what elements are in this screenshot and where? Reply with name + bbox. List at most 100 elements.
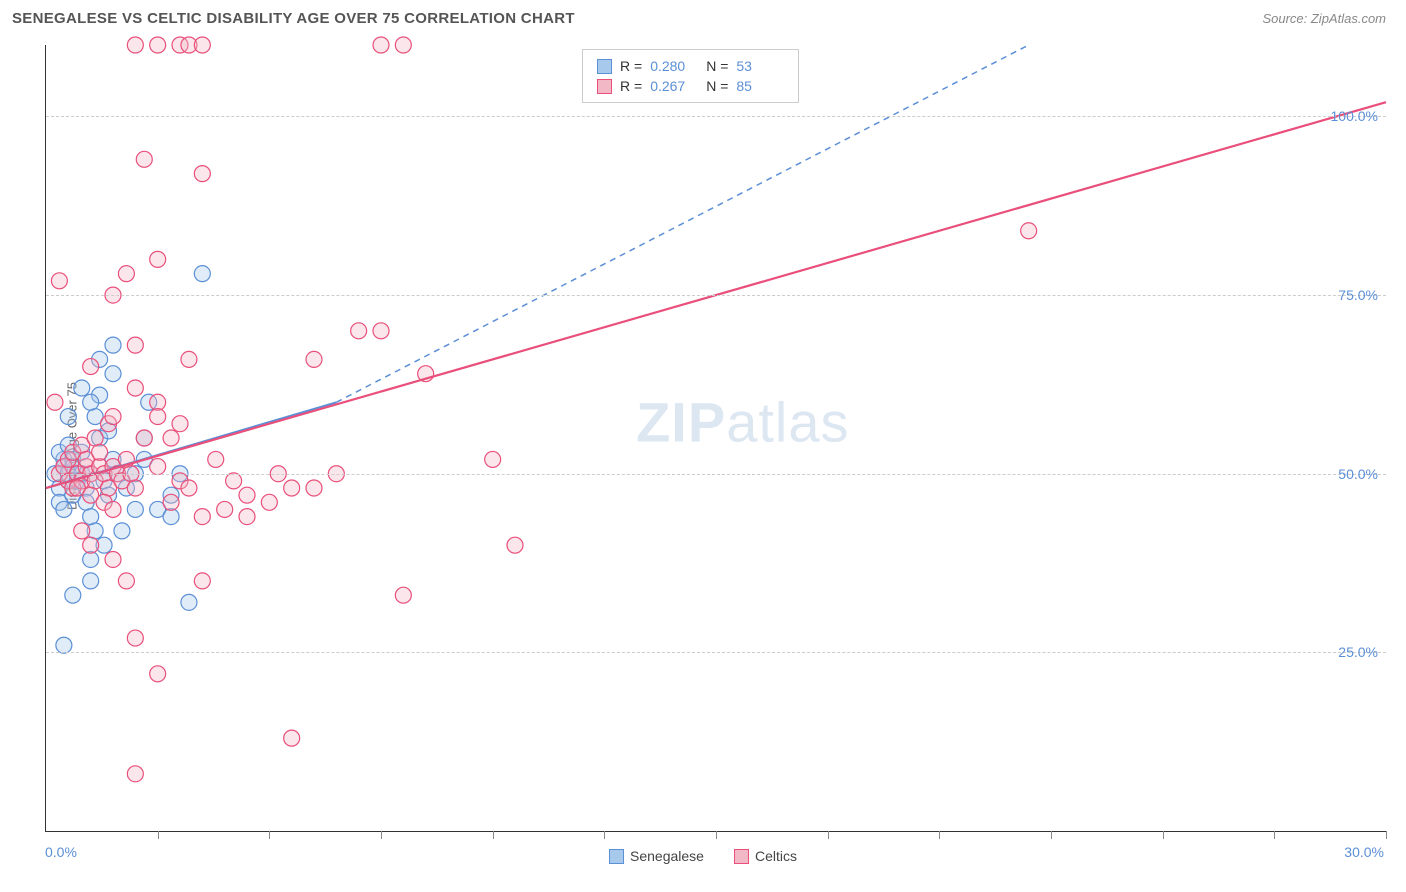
data-point xyxy=(163,494,179,510)
data-point xyxy=(1021,223,1037,239)
x-tick xyxy=(604,831,605,839)
data-point xyxy=(83,573,99,589)
gridline xyxy=(46,652,1386,653)
legend-bottom: Senegalese Celtics xyxy=(609,848,797,864)
header: SENEGALESE VS CELTIC DISABILITY AGE OVER… xyxy=(0,0,1406,35)
data-point xyxy=(395,37,411,53)
swatch-icon xyxy=(609,849,624,864)
data-point xyxy=(163,509,179,525)
r-label: R = xyxy=(620,58,642,74)
n-value: 53 xyxy=(736,58,784,74)
data-point xyxy=(83,509,99,525)
data-point xyxy=(208,451,224,467)
r-value: 0.267 xyxy=(650,78,698,94)
swatch-icon xyxy=(597,59,612,74)
data-point xyxy=(181,594,197,610)
data-point xyxy=(136,151,152,167)
data-point xyxy=(127,480,143,496)
data-point xyxy=(92,444,108,460)
data-point xyxy=(105,409,121,425)
data-point xyxy=(105,337,121,353)
data-point xyxy=(150,37,166,53)
data-point xyxy=(351,323,367,339)
data-point xyxy=(83,551,99,567)
data-point xyxy=(127,630,143,646)
data-point xyxy=(239,509,255,525)
data-point xyxy=(395,587,411,603)
data-point xyxy=(105,501,121,517)
gridline xyxy=(46,474,1386,475)
x-tick xyxy=(1163,831,1164,839)
data-point xyxy=(181,351,197,367)
x-tick xyxy=(269,831,270,839)
data-point xyxy=(51,273,67,289)
data-point xyxy=(127,766,143,782)
chart-svg xyxy=(46,45,1386,831)
stats-row: R = 0.267 N = 85 xyxy=(597,76,784,96)
stats-row: R = 0.280 N = 53 xyxy=(597,56,784,76)
data-point xyxy=(87,430,103,446)
data-point xyxy=(74,380,90,396)
data-point xyxy=(306,480,322,496)
data-point xyxy=(114,523,130,539)
data-point xyxy=(127,37,143,53)
data-point xyxy=(150,394,166,410)
source-label: Source: ZipAtlas.com xyxy=(1262,11,1386,26)
data-point xyxy=(83,537,99,553)
data-point xyxy=(373,37,389,53)
x-max-label: 30.0% xyxy=(1344,844,1384,860)
data-point xyxy=(239,487,255,503)
chart-title: SENEGALESE VS CELTIC DISABILITY AGE OVER… xyxy=(12,10,575,27)
data-point xyxy=(306,351,322,367)
legend-item: Celtics xyxy=(734,848,797,864)
y-tick-label: 50.0% xyxy=(1338,466,1378,482)
data-point xyxy=(56,637,72,653)
x-tick xyxy=(493,831,494,839)
gridline xyxy=(46,295,1386,296)
y-tick-label: 25.0% xyxy=(1338,644,1378,660)
data-point xyxy=(194,166,210,182)
legend-label: Celtics xyxy=(755,848,797,864)
y-tick-label: 100.0% xyxy=(1331,108,1378,124)
swatch-icon xyxy=(734,849,749,864)
data-point xyxy=(118,573,134,589)
data-point xyxy=(226,473,242,489)
data-point xyxy=(284,480,300,496)
data-point xyxy=(105,366,121,382)
data-point xyxy=(47,394,63,410)
data-point xyxy=(194,37,210,53)
data-point xyxy=(83,394,99,410)
data-point xyxy=(74,523,90,539)
data-point xyxy=(217,501,233,517)
x-tick xyxy=(1274,831,1275,839)
plot-area: ZIPatlas R = 0.280 N = 53 R = 0.267 N = … xyxy=(45,45,1386,832)
data-point xyxy=(60,409,76,425)
data-point xyxy=(181,480,197,496)
data-point xyxy=(118,266,134,282)
n-value: 85 xyxy=(736,78,784,94)
data-point xyxy=(83,359,99,375)
x-tick xyxy=(939,831,940,839)
x-tick xyxy=(158,831,159,839)
data-point xyxy=(127,501,143,517)
legend-item: Senegalese xyxy=(609,848,704,864)
x-tick xyxy=(1386,831,1387,839)
data-point xyxy=(172,416,188,432)
data-point xyxy=(194,509,210,525)
x-tick xyxy=(828,831,829,839)
data-point xyxy=(127,337,143,353)
swatch-icon xyxy=(597,79,612,94)
data-point xyxy=(507,537,523,553)
data-point xyxy=(194,573,210,589)
x-tick xyxy=(716,831,717,839)
data-point xyxy=(127,380,143,396)
n-label: N = xyxy=(706,58,728,74)
data-point xyxy=(136,430,152,446)
x-origin-label: 0.0% xyxy=(45,844,77,860)
r-label: R = xyxy=(620,78,642,94)
x-tick xyxy=(381,831,382,839)
y-tick-label: 75.0% xyxy=(1338,287,1378,303)
data-point xyxy=(105,551,121,567)
stats-box: R = 0.280 N = 53 R = 0.267 N = 85 xyxy=(582,49,799,103)
data-point xyxy=(163,430,179,446)
